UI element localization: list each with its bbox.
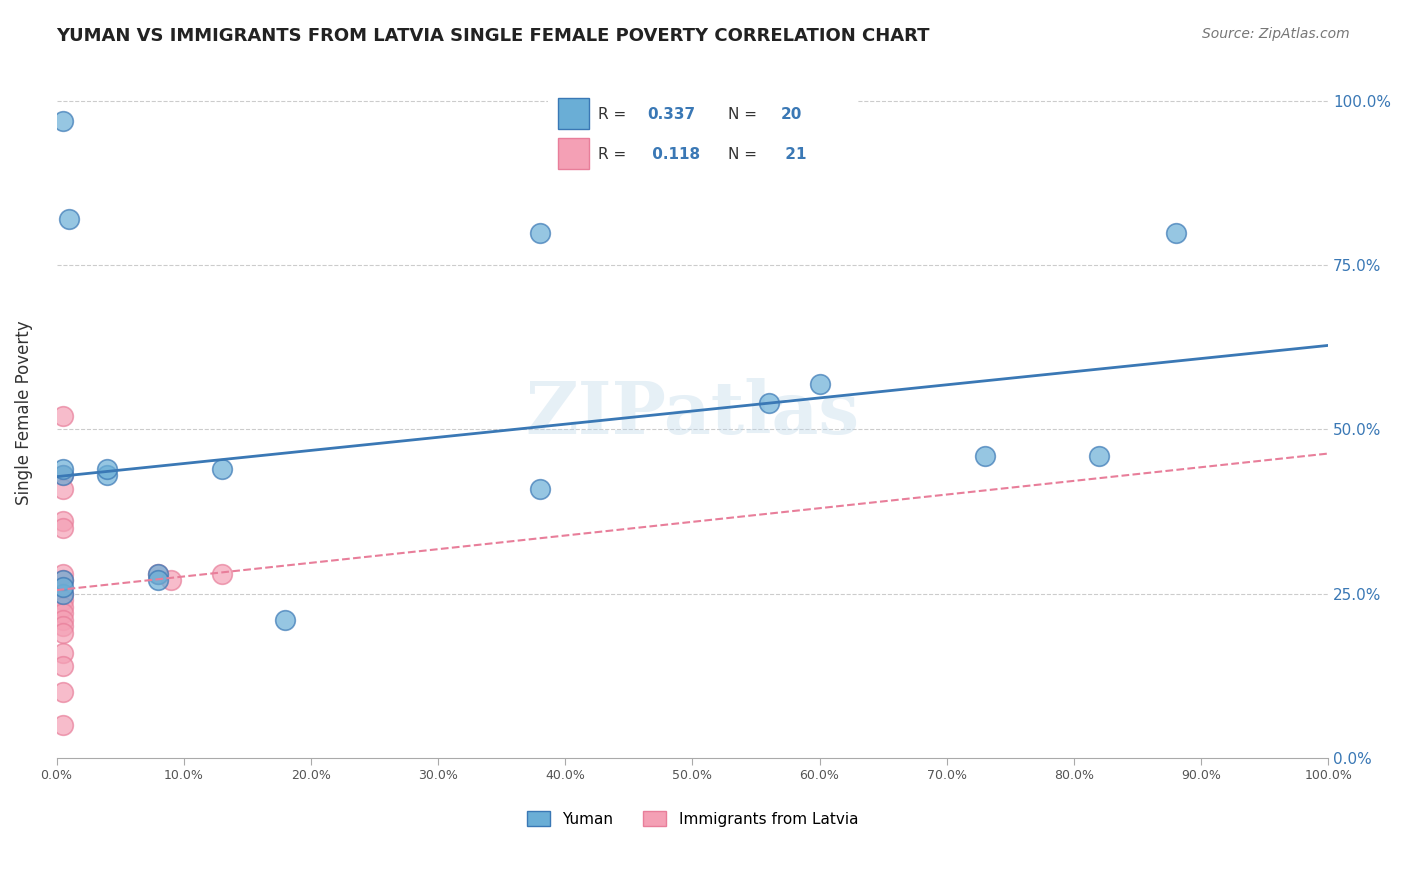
Immigrants from Latvia <box>52 658 75 673</box>
Yuman <box>96 468 118 483</box>
Yuman <box>96 462 118 476</box>
Yuman <box>52 586 75 600</box>
Immigrants from Latvia <box>52 593 75 607</box>
Immigrants from Latvia <box>52 626 75 640</box>
Immigrants from Latvia <box>52 606 75 620</box>
Yuman <box>211 462 233 476</box>
Yuman <box>529 482 551 496</box>
Immigrants from Latvia <box>52 521 75 535</box>
Yuman <box>274 613 297 627</box>
Text: 0.337: 0.337 <box>647 107 696 121</box>
Yuman <box>52 574 75 588</box>
Yuman <box>58 212 80 227</box>
Immigrants from Latvia <box>52 718 75 732</box>
Text: R =: R = <box>598 107 631 121</box>
Text: YUMAN VS IMMIGRANTS FROM LATVIA SINGLE FEMALE POVERTY CORRELATION CHART: YUMAN VS IMMIGRANTS FROM LATVIA SINGLE F… <box>56 27 929 45</box>
Immigrants from Latvia <box>52 574 75 588</box>
Yuman <box>1088 449 1111 463</box>
Yuman <box>808 376 831 391</box>
Yuman <box>529 226 551 240</box>
Yuman <box>758 396 780 410</box>
Immigrants from Latvia <box>52 514 75 528</box>
Immigrants from Latvia <box>148 566 170 581</box>
Immigrants from Latvia <box>52 685 75 699</box>
Yuman <box>148 574 170 588</box>
Yuman <box>973 449 995 463</box>
Text: N =: N = <box>728 107 762 121</box>
Immigrants from Latvia <box>52 613 75 627</box>
Immigrants from Latvia <box>211 566 233 581</box>
Text: N =: N = <box>728 147 762 161</box>
Legend: Yuman, Immigrants from Latvia: Yuman, Immigrants from Latvia <box>520 805 865 832</box>
Yuman <box>1164 226 1187 240</box>
Bar <box>558 138 589 169</box>
Text: 20: 20 <box>780 107 801 121</box>
Yuman <box>52 114 75 128</box>
FancyBboxPatch shape <box>543 87 863 180</box>
Immigrants from Latvia <box>52 586 75 600</box>
Text: 21: 21 <box>780 147 807 161</box>
Immigrants from Latvia <box>52 409 75 424</box>
Text: Source: ZipAtlas.com: Source: ZipAtlas.com <box>1202 27 1350 41</box>
Immigrants from Latvia <box>52 646 75 660</box>
Immigrants from Latvia <box>52 619 75 633</box>
Yuman <box>52 462 75 476</box>
Yuman <box>52 468 75 483</box>
Text: ZIPatlas: ZIPatlas <box>526 377 859 449</box>
Yuman <box>148 566 170 581</box>
Immigrants from Latvia <box>52 599 75 614</box>
Immigrants from Latvia <box>52 566 75 581</box>
Immigrants from Latvia <box>52 482 75 496</box>
Text: 0.118: 0.118 <box>647 147 700 161</box>
Bar <box>558 98 589 129</box>
Yuman <box>52 580 75 594</box>
Text: R =: R = <box>598 147 631 161</box>
Immigrants from Latvia <box>52 468 75 483</box>
Immigrants from Latvia <box>160 574 183 588</box>
Y-axis label: Single Female Poverty: Single Female Poverty <box>15 321 32 506</box>
